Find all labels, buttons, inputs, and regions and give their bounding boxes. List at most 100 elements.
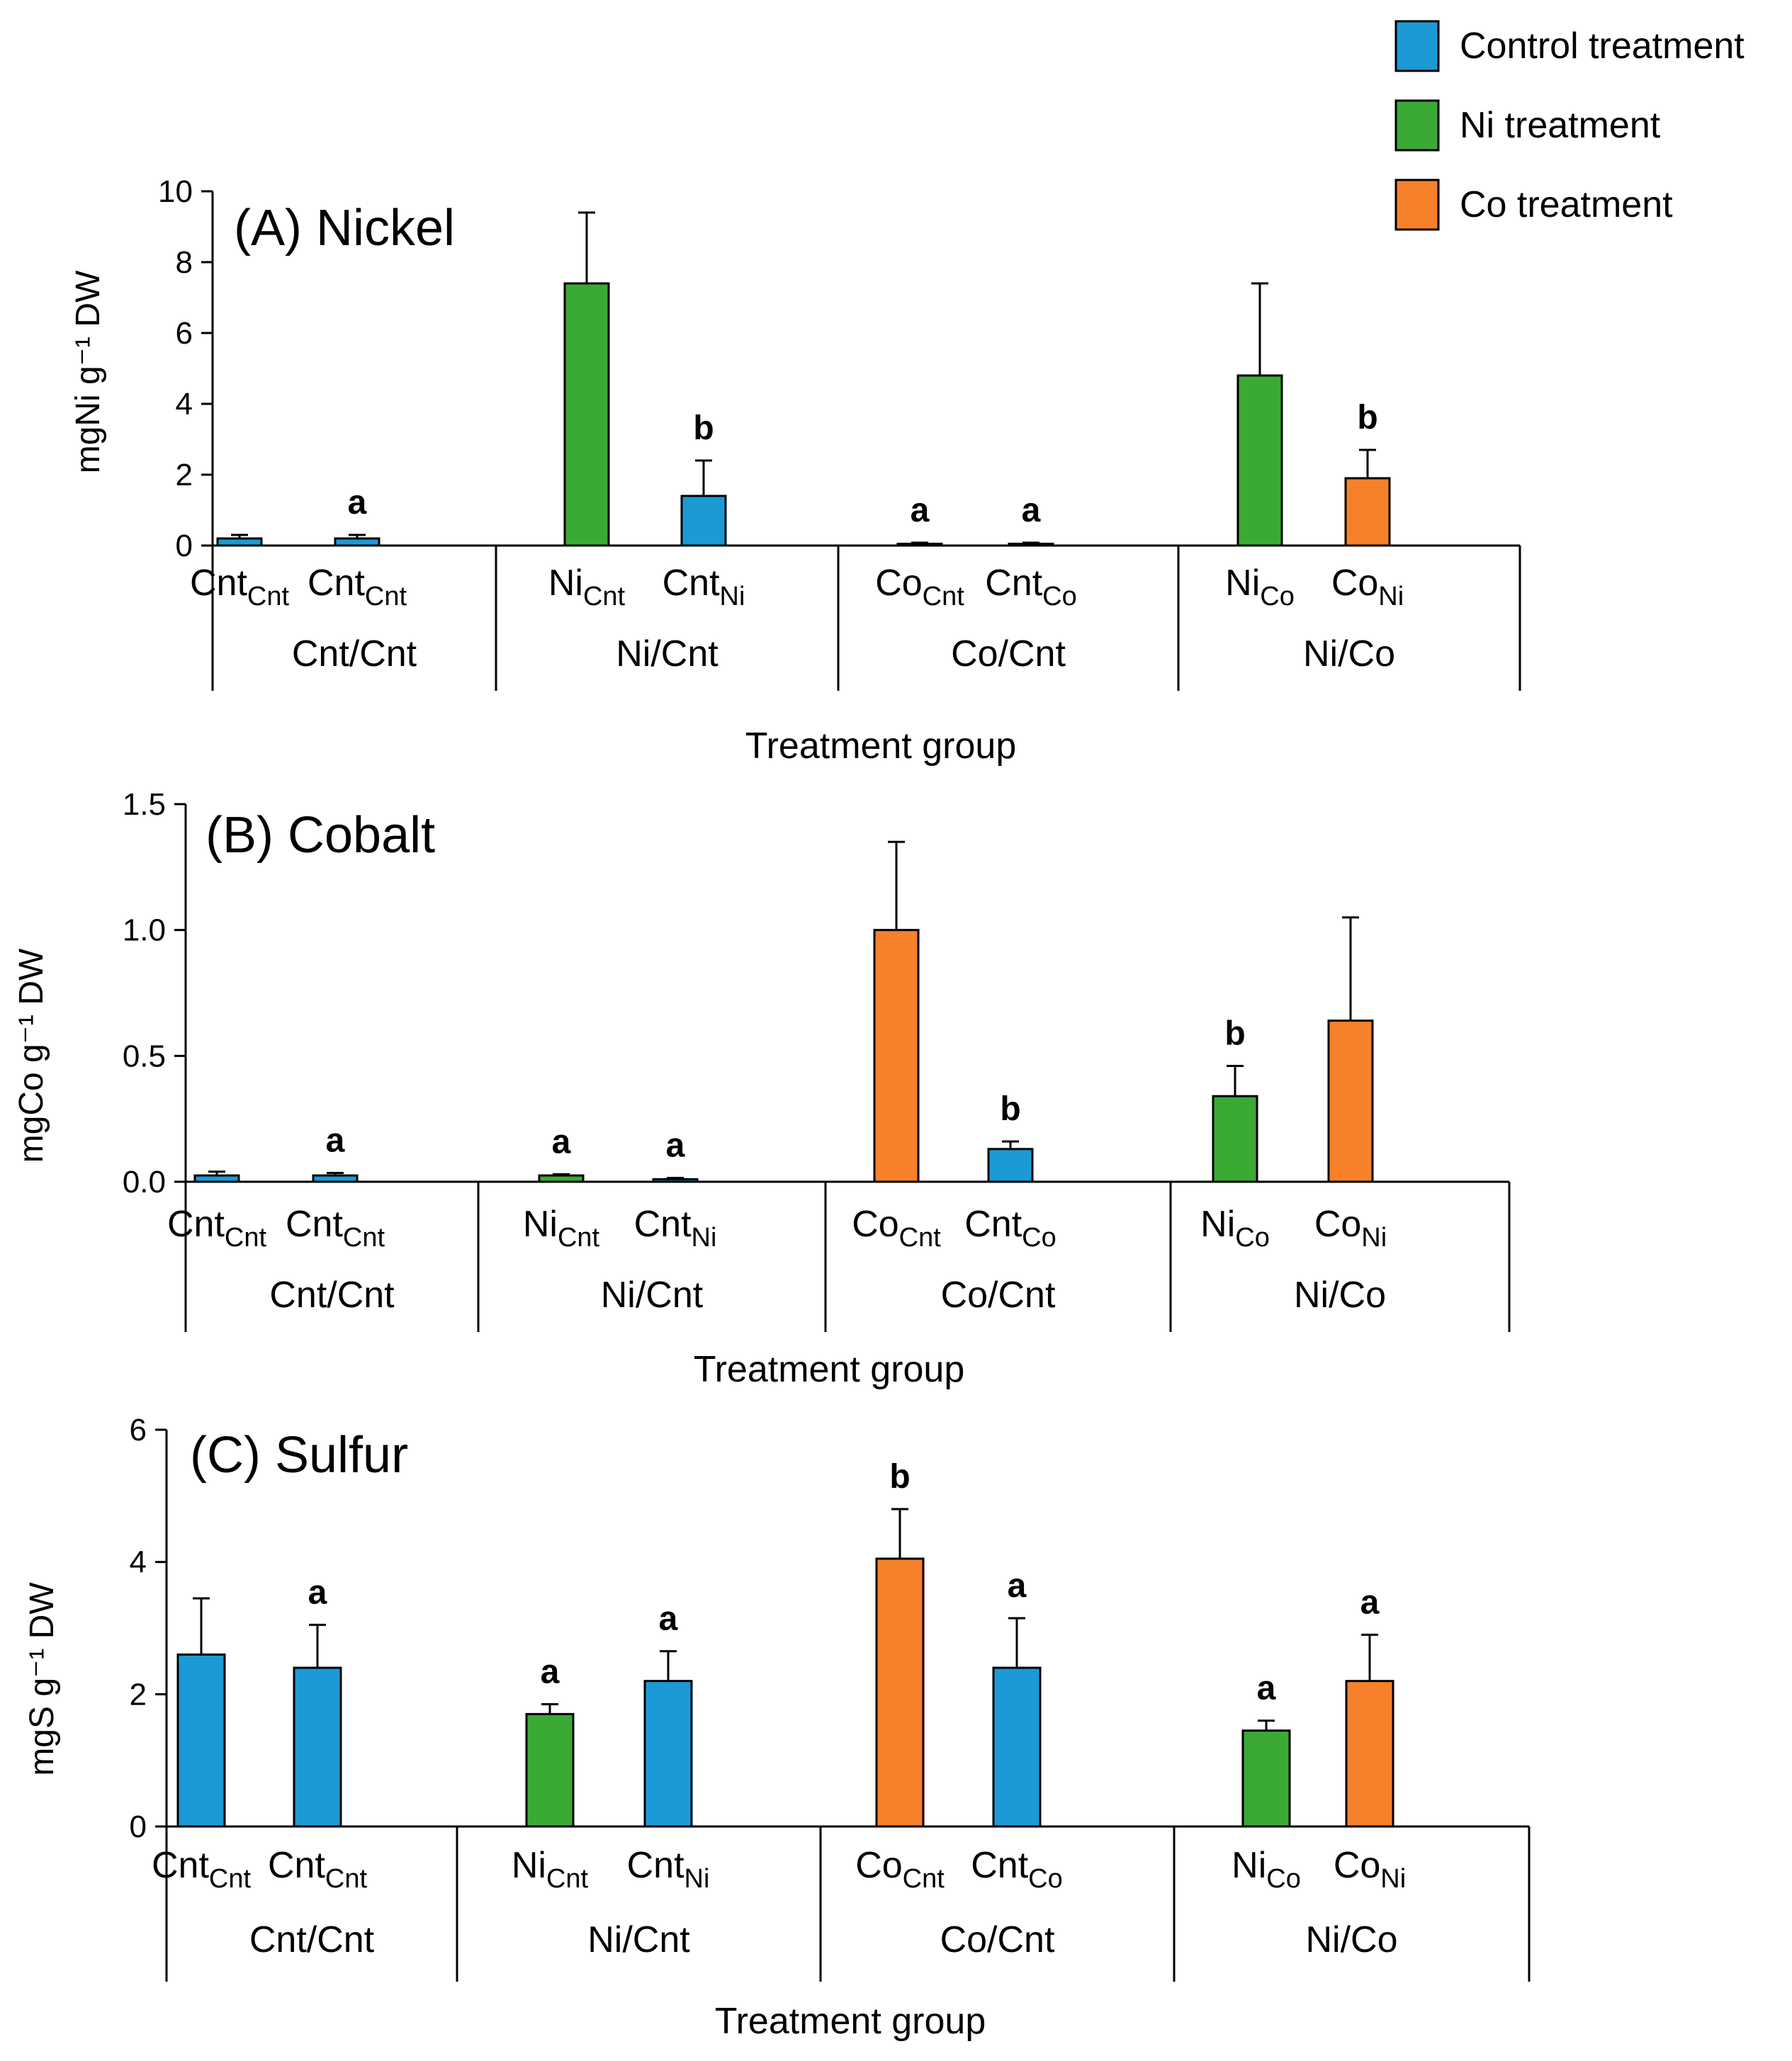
panel-title: (B) Cobalt	[205, 807, 435, 864]
bar-ni-cnt	[525, 1712, 575, 1828]
legend-swatch-control	[1394, 20, 1440, 72]
bar-ni-cnt	[538, 1174, 585, 1183]
category-label-main: Ni	[1200, 1204, 1235, 1245]
bar-co-cnt	[873, 929, 920, 1183]
category-label: NiCo	[1225, 563, 1295, 611]
x-axis-title: Treatment group	[715, 2001, 986, 2042]
category-label-main: Cnt	[308, 563, 365, 604]
category-label: CntCnt	[286, 1204, 385, 1253]
bar-co-cnt	[875, 1557, 925, 1828]
category-label: CntCnt	[268, 1845, 367, 1894]
bar-co-ni	[1327, 1020, 1374, 1183]
category-label: CntCo	[971, 1845, 1063, 1894]
legend-label-co: Co treatment	[1460, 184, 1673, 225]
category-label-main: Ni	[548, 563, 583, 604]
category-label-main: Ni	[523, 1204, 558, 1245]
category-label-main: Co	[1314, 1204, 1361, 1245]
bar-co-cnt	[896, 543, 943, 547]
category-label-sub: Cnt	[546, 1864, 589, 1894]
y-tick-label: 4	[176, 387, 193, 422]
category-label-sub: Cnt	[325, 1864, 368, 1894]
group-label: Co/Cnt	[941, 1275, 1056, 1316]
category-label-main: Co	[875, 563, 922, 604]
category-label-sub: Cnt	[209, 1864, 252, 1894]
category-label-sub: Cnt	[558, 1223, 600, 1253]
y-tick-label: 0	[130, 1809, 147, 1844]
group-label: Ni/Cnt	[587, 1919, 690, 1960]
y-tick-label: 0.0	[123, 1165, 166, 1199]
category-label-sub: Co	[1028, 1864, 1063, 1894]
category-label-main: Cnt	[971, 1845, 1028, 1886]
bar-cnt-cnt	[293, 1666, 342, 1828]
y-axis-title: mgCo g⁻¹ DW	[13, 948, 50, 1163]
category-label-main: Cnt	[985, 563, 1042, 604]
bar-cnt-cnt	[312, 1174, 359, 1183]
category-label-sub: Ni	[720, 582, 745, 611]
group-label: Ni/Cnt	[601, 1275, 704, 1316]
category-label: CoCnt	[855, 1845, 945, 1894]
significance-letter: a	[326, 1122, 345, 1160]
group-label: Co/Cnt	[940, 1919, 1055, 1960]
group-label: Cnt/Cnt	[269, 1275, 395, 1316]
category-label-sub: Ni	[684, 1864, 710, 1894]
category-label-sub: Co	[1022, 1223, 1056, 1253]
significance-letter: a	[659, 1600, 678, 1638]
category-label: NiCnt	[512, 1845, 589, 1894]
category-label: NiCnt	[548, 563, 626, 611]
legend-swatch-ni	[1394, 99, 1440, 152]
category-label-main: Cnt	[964, 1204, 1022, 1245]
category-label-sub: Cnt	[225, 1223, 267, 1253]
y-tick-label: 4	[130, 1545, 147, 1580]
category-label: CntCnt	[190, 563, 289, 611]
legend: Control treatment Ni treatment Co treatmen…	[1394, 20, 1745, 231]
category-label-sub: Cnt	[343, 1223, 385, 1253]
significance-letter: a	[1022, 492, 1041, 529]
group-label: Ni/Co	[1305, 1919, 1397, 1960]
bar-cnt-cnt	[176, 1653, 226, 1828]
category-label-main: Co	[1334, 1845, 1380, 1886]
category-label-sub: Ni	[1380, 1864, 1406, 1894]
category-label: CoCnt	[852, 1204, 941, 1253]
y-tick-label: 8	[176, 245, 193, 280]
y-tick-label: 0	[176, 529, 193, 563]
significance-letter: a	[552, 1123, 571, 1161]
category-label: CntCo	[964, 1204, 1056, 1253]
category-label-sub: Cnt	[923, 582, 965, 611]
category-label-main: Cnt	[268, 1845, 325, 1886]
category-label-sub: Ni	[1361, 1223, 1387, 1253]
bar-cnt-cnt	[334, 537, 381, 547]
y-axis-title: mgS g⁻¹ DW	[23, 1582, 61, 1776]
x-axis-title: Treatment group	[745, 725, 1016, 767]
y-tick-label: 6	[130, 1413, 147, 1447]
category-label-main: Cnt	[627, 1845, 684, 1886]
category-label: CntCnt	[152, 1845, 251, 1894]
significance-letter: b	[1357, 399, 1377, 436]
category-label: CoNi	[1331, 563, 1404, 611]
significance-letter: a	[541, 1653, 560, 1690]
y-axis-title: mgNi g⁻¹ DW	[69, 270, 107, 473]
y-tick-label: 6	[176, 316, 193, 351]
category-label-main: Co	[1331, 563, 1378, 604]
y-tick-label: 2	[130, 1677, 147, 1712]
category-label: NiCnt	[523, 1204, 600, 1253]
category-label-sub: Co	[1266, 1864, 1301, 1894]
category-label-sub: Cnt	[247, 582, 290, 611]
significance-letter: a	[1257, 1670, 1276, 1707]
category-label: CntCnt	[167, 1204, 266, 1253]
y-tick-label: 2	[176, 458, 193, 492]
category-label-main: Cnt	[663, 563, 720, 604]
bar-cnt-cnt	[193, 1174, 240, 1183]
significance-letter: b	[889, 1458, 910, 1496]
significance-letter: b	[1224, 1015, 1245, 1053]
bar-cnt-co	[992, 1666, 1042, 1828]
category-label: CoNi	[1314, 1204, 1387, 1253]
legend-label-control: Control treatment	[1460, 26, 1745, 67]
legend-swatch-co	[1394, 179, 1440, 231]
category-label: NiCo	[1200, 1204, 1270, 1253]
bar-cnt-ni	[652, 1178, 699, 1183]
significance-letter: a	[911, 492, 930, 529]
category-label-sub: Co	[1235, 1223, 1270, 1253]
